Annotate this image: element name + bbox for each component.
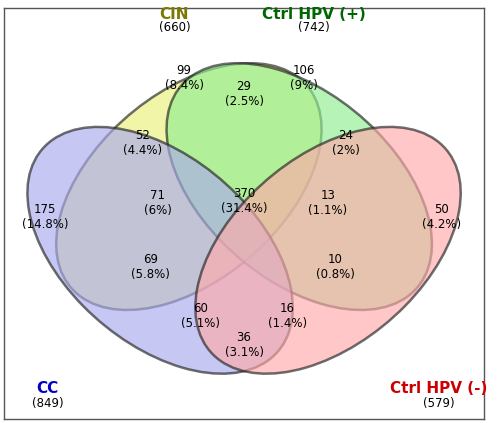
Text: 36
(3.1%): 36 (3.1%) <box>224 331 264 359</box>
Text: (742): (742) <box>298 22 330 35</box>
Text: 370
(31.4%): 370 (31.4%) <box>221 187 268 215</box>
Ellipse shape <box>196 127 460 374</box>
Text: 175
(14.8%): 175 (14.8%) <box>22 203 68 231</box>
Ellipse shape <box>166 63 432 310</box>
Text: 60
(5.1%): 60 (5.1%) <box>182 302 220 330</box>
Text: 13
(1.1%): 13 (1.1%) <box>308 189 348 217</box>
Text: CC: CC <box>36 381 59 396</box>
Text: (849): (849) <box>32 397 63 410</box>
Text: Ctrl HPV (+): Ctrl HPV (+) <box>262 7 366 22</box>
Ellipse shape <box>28 127 293 374</box>
Text: (660): (660) <box>158 22 190 35</box>
Text: 24
(2%): 24 (2%) <box>332 129 359 157</box>
Text: 29
(2.5%): 29 (2.5%) <box>224 80 264 108</box>
Text: Ctrl HPV (-): Ctrl HPV (-) <box>390 381 487 396</box>
Text: 50
(4.2%): 50 (4.2%) <box>422 203 462 231</box>
Text: (579): (579) <box>422 397 454 410</box>
Text: CIN: CIN <box>160 7 189 22</box>
Text: 71
(6%): 71 (6%) <box>144 189 172 217</box>
Text: 106
(9%): 106 (9%) <box>290 63 318 92</box>
Text: 52
(4.4%): 52 (4.4%) <box>123 129 162 157</box>
Text: 69
(5.8%): 69 (5.8%) <box>131 253 170 281</box>
Ellipse shape <box>56 63 322 310</box>
Text: 99
(8.4%): 99 (8.4%) <box>164 63 203 92</box>
Text: 16
(1.4%): 16 (1.4%) <box>268 302 307 330</box>
Text: 10
(0.8%): 10 (0.8%) <box>316 253 354 281</box>
